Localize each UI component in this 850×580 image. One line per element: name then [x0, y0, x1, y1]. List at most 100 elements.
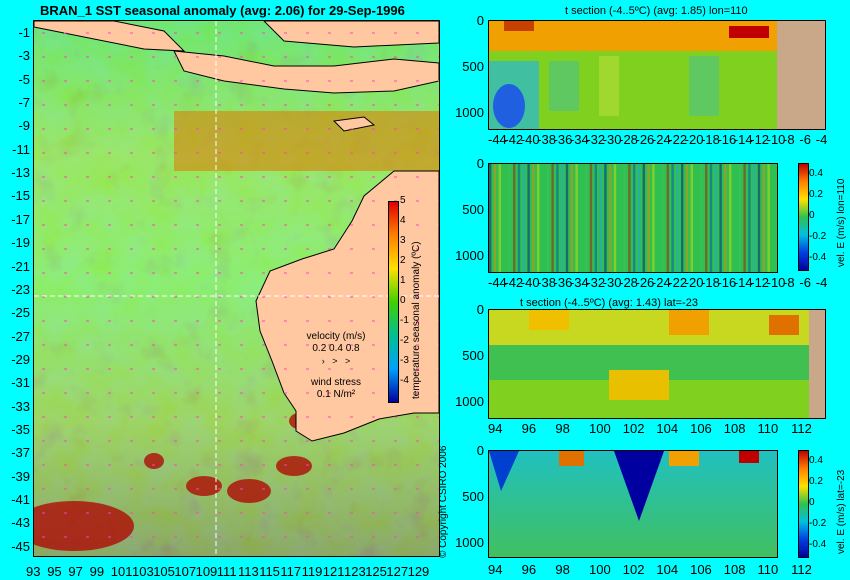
wind-legend-title: wind stress — [310, 377, 361, 388]
panel3-x-tick: 94 — [488, 421, 503, 436]
panel2-x-tick: -30 — [602, 275, 622, 290]
panel2-vel-section-lon[interactable] — [488, 163, 778, 273]
panel3-y-tick: 500 — [462, 348, 484, 363]
panel2-x-tick: -22 — [668, 275, 688, 290]
lon-label: 95 — [47, 564, 62, 579]
panel2-x-tick: -36 — [553, 275, 573, 290]
panel4-x-tick: 108 — [723, 562, 746, 577]
sst-colorbar-label: temperature seasonal anomaly (ºC) — [411, 241, 422, 399]
panel1-x-tick: -14 — [733, 132, 753, 147]
panel4-colorbar — [798, 450, 809, 558]
panel2-x-tick: -6 — [799, 275, 811, 290]
panel2-x-tick: -14 — [733, 275, 753, 290]
panel2-colorbar — [798, 163, 809, 271]
panel1-t-section-lon[interactable] — [488, 20, 826, 130]
panel2-x-tick: -44 — [488, 275, 507, 290]
lat-label: -9 — [18, 118, 30, 134]
lat-label: -39 — [11, 468, 30, 484]
lat-label: -35 — [11, 421, 30, 437]
panel3-y-tick: 0 — [476, 302, 484, 317]
panel2-canvas — [489, 164, 777, 272]
lat-label: -37 — [11, 445, 30, 461]
panel1-x-tick: -16 — [717, 132, 737, 147]
panel1-x-tick: -24 — [651, 132, 671, 147]
panel1-x-tick: -20 — [684, 132, 704, 147]
panel3-x-tick: 96 — [521, 421, 537, 436]
lon-label: 105 — [153, 564, 175, 579]
velocity-legend-values: 0.2 0.4 0.8 — [312, 343, 360, 354]
lat-label: -1 — [18, 25, 30, 40]
panel2-cb-label: vel. E (m/s) lon=110 — [836, 178, 847, 267]
panel4-y-tick: 1000 — [455, 535, 484, 550]
panel1-x-tick: -40 — [520, 132, 540, 147]
sst-anomaly-map[interactable]: 5 4 3 2 1 0 -1 -2 -3 -4 temperature seas… — [33, 20, 440, 557]
map-canvas — [34, 21, 439, 556]
lon-label: 107 — [174, 564, 197, 579]
panel3-x-tick: 100 — [589, 421, 611, 436]
panel3-t-section-lat[interactable] — [488, 309, 826, 419]
lat-label: -5 — [18, 71, 30, 87]
panel2-x-tick: -12 — [750, 275, 770, 290]
panel3-x-tick: 104 — [656, 421, 679, 436]
lon-label: 129 — [407, 564, 430, 579]
warm-tropics-band — [174, 111, 439, 171]
panel1-x-tick: -18 — [701, 132, 720, 147]
panel1-x-tick: -30 — [602, 132, 622, 147]
velocity-arrows — [42, 32, 439, 538]
panel1-x-tick: -10 — [766, 132, 786, 147]
lat-label: -3 — [18, 48, 30, 64]
panel1-x-tick: -26 — [635, 132, 655, 147]
cb-tick-5: 5 — [400, 195, 406, 206]
warm-anomalies — [34, 413, 312, 551]
panel2-y-tick: 1000 — [455, 248, 484, 263]
velocity-legend-arrows: › > > — [321, 356, 351, 366]
panel1-x-tick: -36 — [553, 132, 573, 147]
lat-label: -23 — [11, 281, 30, 297]
cb-tick-3: 3 — [400, 235, 406, 246]
lat-label: -13 — [11, 165, 30, 181]
lat-label: -17 — [11, 211, 30, 227]
lat-label: -15 — [11, 188, 30, 204]
panel4-x-tick: 112 — [791, 562, 812, 577]
lat-label: -43 — [11, 515, 30, 531]
lon-label: 97 — [68, 564, 83, 579]
panel4-x-tick: 98 — [555, 562, 570, 577]
panel4-vel-section-lat[interactable] — [488, 450, 778, 558]
panel4-x-tick: 110 — [757, 562, 779, 577]
sst-colorbar-ticks: 5 4 3 2 1 0 -1 -2 -3 -4 — [400, 196, 409, 396]
panel1-x-tick: -6 — [799, 132, 811, 147]
lon-label: 109 — [195, 564, 218, 579]
timor-land — [332, 116, 376, 132]
panel2-x-tick: -24 — [651, 275, 671, 290]
lon-label: 117 — [280, 564, 302, 579]
panel4-x-tick: 106 — [690, 562, 712, 577]
panel1-x-tick: -42 — [504, 132, 524, 147]
panel3-y-tick: 1000 — [455, 394, 484, 409]
cb-tick-1: 1 — [400, 275, 406, 286]
panel4-cb-tick: 0.2 — [809, 476, 823, 487]
panel3-x-tick: 98 — [555, 421, 570, 436]
lon-label: 127 — [386, 564, 409, 579]
lat-label: -27 — [11, 328, 30, 344]
cb-tick-m4: -4 — [400, 375, 409, 386]
cb-tick-m2: -2 — [400, 335, 409, 346]
lon-label: 121 — [322, 564, 345, 579]
panel4-cb-label: vel. E (m/s) lat=-23 — [836, 469, 847, 554]
cb-tick-m3: -3 — [400, 355, 409, 366]
cb-tick-0: 0 — [400, 295, 406, 306]
lat-label: -45 — [11, 538, 30, 554]
panel2-x-tick: -20 — [684, 275, 704, 290]
panel2-x-tick: -18 — [701, 275, 720, 290]
panel4-x-tick: 102 — [622, 562, 645, 577]
sumatra-land — [34, 21, 186, 52]
lon-label: 93 — [26, 564, 41, 579]
panel4-y-tick: 500 — [462, 489, 484, 504]
sst-colorbar — [388, 201, 399, 403]
panel2-cb-tick: -0.4 — [809, 252, 827, 263]
panel2-x-tick: -26 — [635, 275, 655, 290]
cb-tick-m1: -1 — [400, 315, 409, 326]
panel4-cb-tick: 0.4 — [809, 455, 823, 466]
panel1-y-tick: 1000 — [455, 105, 484, 120]
panel1-x-tick: -44 — [488, 132, 507, 147]
borneo-land — [263, 21, 439, 48]
